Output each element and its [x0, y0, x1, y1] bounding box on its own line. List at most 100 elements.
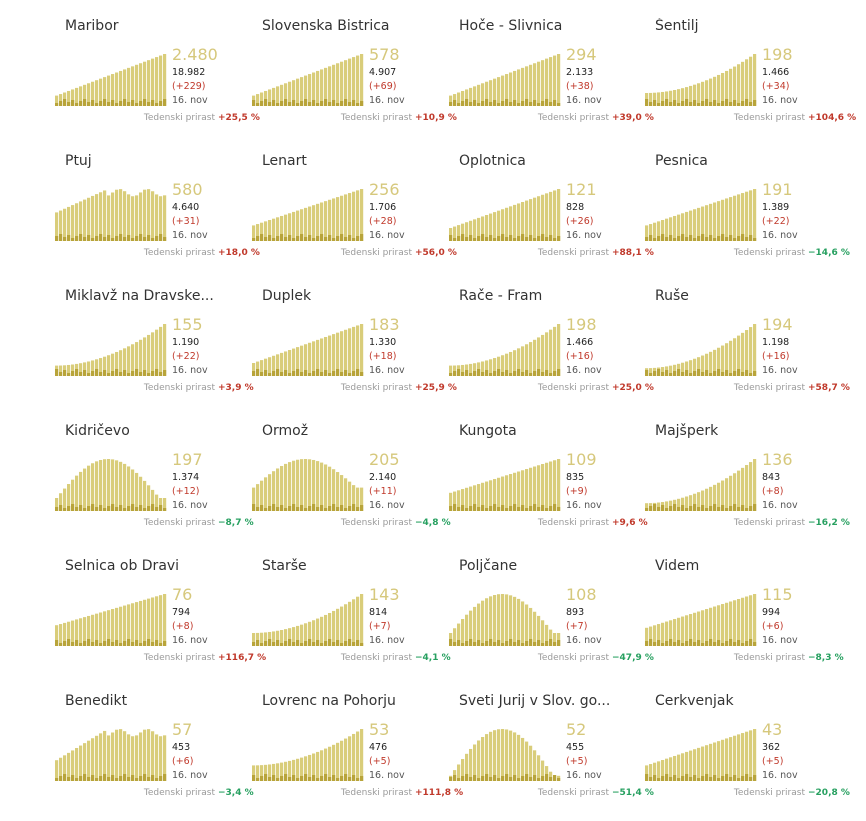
daily-bar [517, 640, 521, 646]
cumulative-bar [525, 66, 529, 106]
cumulative-bar [99, 459, 103, 511]
daily-bar [91, 504, 95, 511]
daily-bar [653, 371, 657, 376]
daily-bar [673, 238, 677, 241]
daily-bar [135, 369, 139, 376]
cumulative-bar [123, 69, 127, 106]
daily-bar [276, 640, 280, 646]
date-label: 16. nov [566, 500, 602, 511]
bar-chart [55, 594, 167, 646]
daily-bar [312, 504, 316, 511]
growth-value: +25,5 % [218, 113, 260, 123]
daily-bar [697, 640, 701, 646]
cumulative-bar [553, 633, 557, 646]
big-number: 183 [369, 315, 400, 334]
daily-bar [71, 371, 75, 376]
daily-bar [95, 103, 99, 106]
daily-bar [473, 775, 477, 781]
daily-bar [513, 504, 517, 511]
cumulative-bar [320, 616, 324, 646]
daily-bar [689, 777, 693, 781]
daily-bar [541, 776, 545, 781]
cumulative-bar [296, 347, 300, 376]
daily-bar [67, 639, 71, 646]
daily-bar [697, 778, 701, 781]
cumulative-bar [300, 624, 304, 646]
cumulative-bar [256, 224, 260, 241]
cumulative-bar [553, 55, 557, 106]
daily-bar [272, 642, 276, 646]
daily-bar [163, 641, 167, 646]
cumulative-bar [316, 339, 320, 376]
cumulative-bar [749, 327, 753, 376]
daily-bar [115, 369, 119, 376]
daily-bar [477, 640, 481, 646]
cumulative-bar [296, 758, 300, 781]
cumulative-bar [308, 621, 312, 646]
cumulative-bar [268, 631, 272, 646]
cumulative-bar [717, 347, 721, 376]
daily-bar [115, 236, 119, 241]
daily-bar [677, 507, 681, 511]
bar-chart [252, 729, 364, 781]
cumulative-bar [87, 83, 91, 106]
cumulative-bar [497, 729, 501, 781]
daily-bar [71, 775, 75, 781]
daily-bar [733, 371, 737, 376]
daily-delta: (+26) [566, 216, 594, 227]
cumulative-bar [320, 69, 324, 106]
daily-bar [521, 643, 525, 646]
daily-bar [513, 238, 517, 241]
daily-bar [356, 103, 360, 106]
daily-bar [729, 373, 733, 376]
total-count: 843 [762, 472, 781, 483]
cumulative-bar [260, 632, 264, 646]
growth-label: Tedenski prirast [733, 653, 805, 663]
date-label: 16. nov [762, 770, 798, 781]
cumulative-bar [553, 326, 557, 376]
daily-bar [115, 507, 119, 511]
daily-bar [749, 639, 753, 646]
bar-chart [252, 324, 364, 376]
growth-value: +104,6 % [808, 113, 857, 123]
daily-bar [288, 373, 292, 376]
daily-bar [453, 100, 457, 106]
daily-delta: (+31) [172, 216, 200, 227]
date-label: 16. nov [172, 365, 208, 376]
daily-bar [356, 507, 360, 511]
daily-bar [107, 373, 111, 376]
cumulative-bar [741, 193, 745, 241]
daily-bar [733, 504, 737, 511]
date-label: 16. nov [762, 500, 798, 511]
daily-bar [99, 505, 103, 511]
daily-bar [252, 100, 256, 106]
cumulative-bar [87, 465, 91, 511]
daily-bar [332, 642, 336, 646]
cumulative-bar [328, 466, 332, 511]
daily-bar [497, 507, 501, 511]
daily-bar [75, 507, 79, 511]
daily-bar [119, 643, 123, 646]
cumulative-bar [155, 494, 159, 511]
cumulative-bar [701, 355, 705, 376]
cumulative-bar [709, 486, 713, 511]
cumulative-bar [665, 218, 669, 241]
cumulative-bar [473, 485, 477, 511]
cumulative-bar [360, 324, 364, 376]
daily-bar [163, 774, 167, 781]
daily-bar [461, 505, 465, 511]
growth-label: Tedenski prirast [143, 518, 215, 528]
daily-bar [669, 506, 673, 511]
cumulative-bar [316, 461, 320, 511]
daily-bar [284, 99, 288, 106]
daily-bar [697, 369, 701, 376]
cumulative-bar [268, 89, 272, 106]
daily-bar [300, 372, 304, 376]
daily-bar [320, 643, 324, 646]
daily-bar [725, 508, 729, 511]
cumulative-bar [733, 735, 737, 781]
cumulative-bar [324, 67, 328, 106]
daily-bar [276, 103, 280, 106]
date-label: 16. nov [762, 230, 798, 241]
daily-bar [312, 371, 316, 376]
